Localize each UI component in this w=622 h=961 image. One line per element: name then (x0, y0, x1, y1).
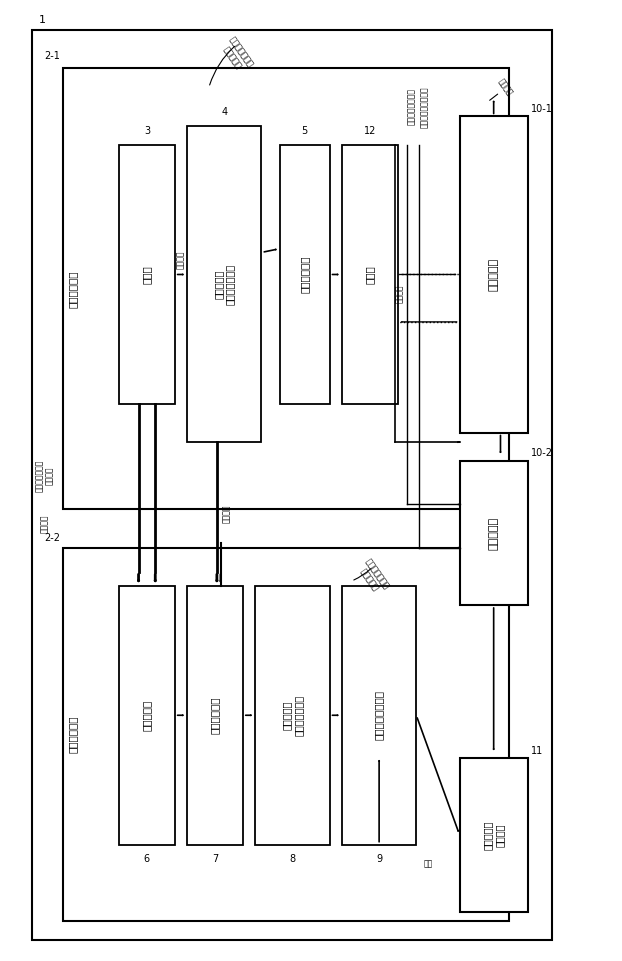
Text: 飛しょう体制御部: 飛しょう体制御部 (374, 690, 384, 740)
Text: 4: 4 (221, 107, 228, 116)
Bar (342, 586, 416, 845)
Text: 発射スケジュール: 発射スケジュール (407, 88, 417, 125)
Text: 10-2: 10-2 (531, 449, 553, 458)
Text: 11: 11 (531, 746, 543, 755)
Text: 検出結果: 検出結果 (497, 78, 515, 98)
Text: 判断部: 判断部 (142, 265, 152, 283)
Text: 8: 8 (289, 854, 295, 864)
Text: 第２タイム
スケジュール部: 第２タイム スケジュール部 (282, 695, 303, 736)
Text: 7: 7 (212, 854, 218, 864)
Bar (255, 586, 330, 845)
Text: 第２システム用
プログラム: 第２システム用 プログラム (355, 557, 391, 597)
Text: データ取得部: データ取得部 (210, 697, 220, 734)
Text: 6: 6 (144, 854, 150, 864)
Bar (342, 145, 397, 404)
Bar (32, 30, 552, 941)
Bar (119, 145, 175, 404)
Text: 通知部: 通知部 (365, 265, 375, 283)
Bar (460, 116, 527, 432)
Bar (63, 548, 509, 922)
Text: 2-2: 2-2 (44, 532, 60, 543)
Text: 第２センサ: 第２センサ (489, 517, 499, 550)
Text: 第１タイム
スケジュール部: 第１タイム スケジュール部 (213, 263, 235, 305)
Text: 第１システム用
プログラム: 第１システム用 プログラム (219, 35, 254, 75)
Text: データ送信部: データ送信部 (300, 256, 310, 293)
Bar (113, 586, 435, 893)
Bar (460, 461, 527, 605)
Text: タイムリソース
確保要求: タイムリソース 確保要求 (35, 459, 55, 492)
Bar (280, 145, 330, 404)
Text: 5: 5 (302, 126, 308, 136)
Text: 判断結果: 判断結果 (40, 514, 49, 532)
Text: 第２システム: 第２システム (68, 716, 78, 753)
Text: 第１センサ: 第１センサ (489, 258, 499, 291)
Text: 10-1: 10-1 (531, 104, 553, 113)
Text: 1: 1 (39, 15, 45, 25)
Text: 3: 3 (144, 126, 150, 136)
Text: 制御: 制御 (424, 859, 434, 869)
Bar (63, 68, 509, 509)
Bar (113, 97, 447, 480)
Text: 判断結果: 判断結果 (177, 251, 185, 269)
Text: 要求発行部: 要求発行部 (142, 700, 152, 731)
Text: 目標情報: 目標情報 (395, 284, 404, 303)
Text: 2-1: 2-1 (44, 51, 60, 61)
Text: 飛しょう体
発射装置: 飛しょう体 発射装置 (483, 821, 504, 850)
Bar (187, 126, 261, 442)
Text: 12: 12 (364, 126, 376, 136)
Bar (119, 586, 175, 845)
Text: 検出結果: 検出結果 (221, 505, 231, 524)
Bar (187, 586, 243, 845)
Text: タイムスケジュール: タイムスケジュール (420, 86, 429, 128)
Bar (460, 758, 527, 912)
Text: 第１システム: 第１システム (68, 270, 78, 308)
Text: 9: 9 (376, 854, 382, 864)
